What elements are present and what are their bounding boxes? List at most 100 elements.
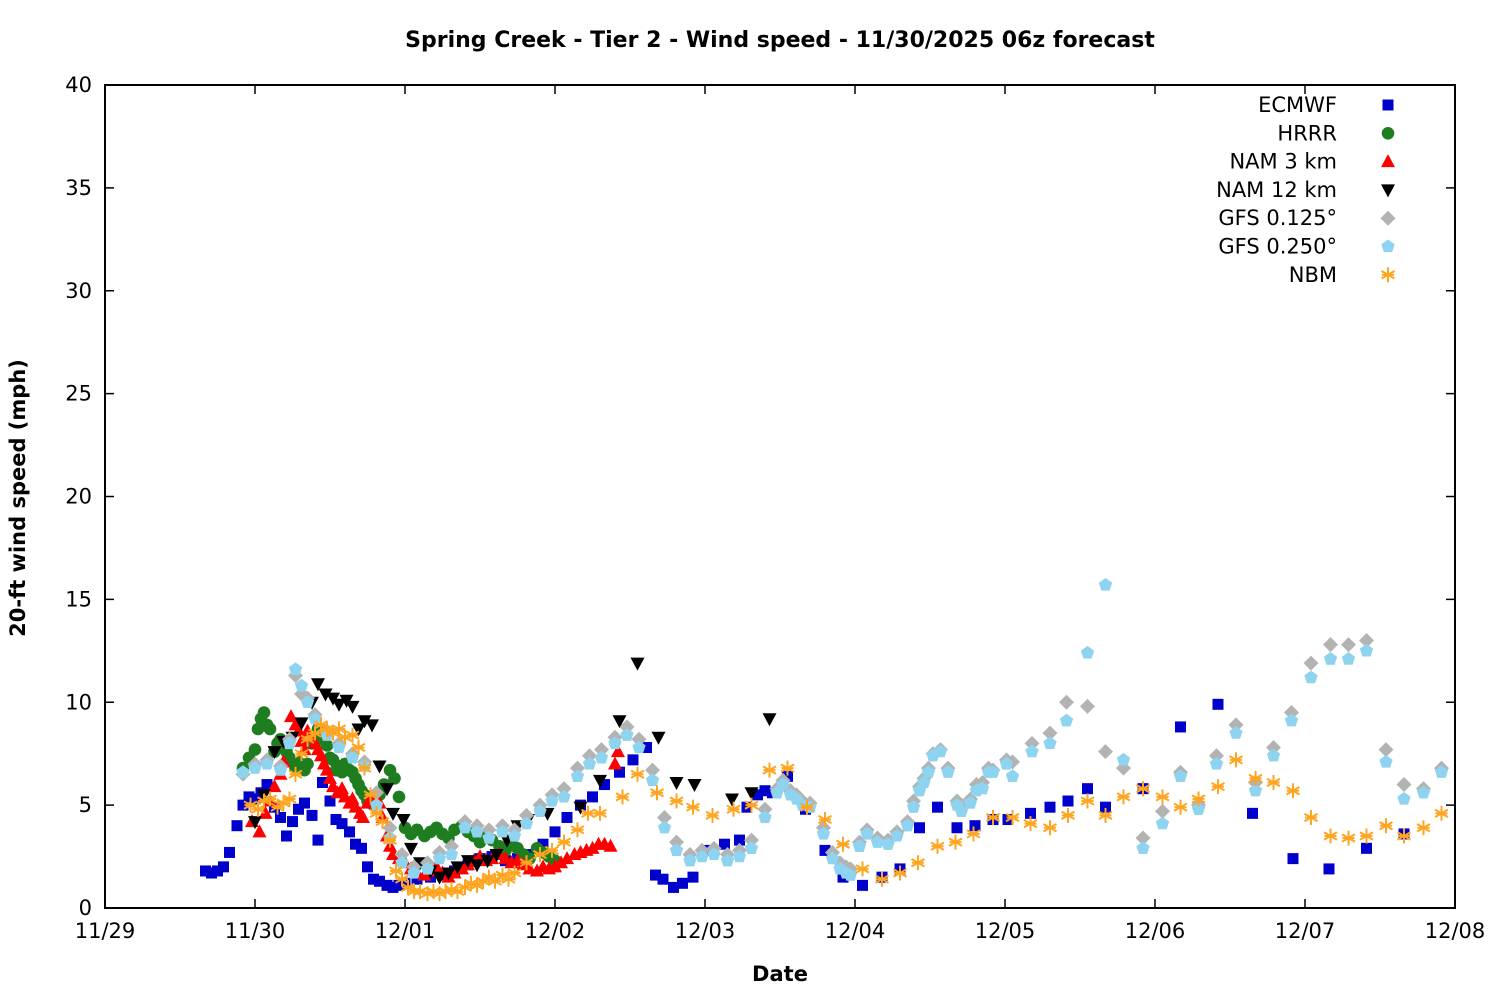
data-point bbox=[530, 863, 544, 877]
data-point bbox=[668, 881, 679, 893]
data-point bbox=[420, 861, 435, 875]
data-point bbox=[470, 859, 484, 873]
data-point bbox=[481, 822, 497, 838]
data-point bbox=[1229, 726, 1243, 739]
data-point bbox=[1155, 816, 1170, 830]
y-tick-label: 10 bbox=[65, 690, 92, 714]
y-tick-label: 30 bbox=[65, 279, 92, 303]
data-point bbox=[954, 804, 969, 817]
data-point bbox=[231, 820, 243, 832]
data-point bbox=[388, 772, 401, 785]
data-point bbox=[687, 871, 699, 883]
data-point bbox=[650, 869, 661, 881]
data-point bbox=[330, 814, 342, 826]
data-point bbox=[362, 861, 373, 873]
x-tick-label: 12/06 bbox=[1125, 919, 1186, 943]
data-point bbox=[1284, 713, 1299, 727]
data-point bbox=[752, 789, 763, 801]
x-tick-label: 11/30 bbox=[225, 919, 286, 943]
data-point bbox=[396, 814, 411, 828]
data-point bbox=[669, 776, 684, 790]
y-tick-label: 35 bbox=[65, 176, 92, 200]
data-point bbox=[1284, 705, 1299, 721]
data-point bbox=[350, 838, 361, 850]
data-point bbox=[519, 816, 534, 830]
data-point bbox=[951, 822, 963, 834]
data-point bbox=[585, 840, 600, 854]
data-point bbox=[1173, 769, 1188, 782]
data-point bbox=[386, 807, 400, 821]
data-point bbox=[556, 781, 572, 797]
data-point bbox=[1323, 863, 1335, 875]
data-point bbox=[320, 739, 334, 752]
data-point bbox=[758, 810, 772, 824]
data-point bbox=[369, 798, 384, 811]
data-point bbox=[206, 867, 217, 879]
data-point bbox=[1082, 783, 1093, 795]
data-point bbox=[1248, 783, 1263, 797]
data-point bbox=[380, 783, 394, 797]
data-point bbox=[645, 762, 660, 778]
data-point bbox=[252, 824, 267, 838]
data-point bbox=[762, 713, 777, 727]
data-point bbox=[432, 851, 447, 865]
data-point bbox=[1059, 713, 1074, 727]
data-point bbox=[372, 760, 387, 774]
y-tick-label: 15 bbox=[65, 587, 92, 611]
data-point bbox=[1100, 801, 1111, 813]
data-point bbox=[657, 820, 672, 834]
data-point bbox=[365, 719, 379, 733]
data-point bbox=[627, 754, 639, 766]
data-point bbox=[986, 765, 1000, 778]
data-point bbox=[1005, 769, 1020, 782]
data-point bbox=[1043, 736, 1057, 750]
data-point bbox=[619, 719, 635, 735]
data-point bbox=[312, 834, 324, 846]
data-point bbox=[1044, 801, 1056, 813]
data-point bbox=[311, 678, 325, 692]
x-tick-label: 12/08 bbox=[1425, 919, 1486, 943]
data-point bbox=[603, 838, 618, 852]
y-tick-label: 5 bbox=[79, 793, 92, 817]
data-point bbox=[594, 750, 609, 764]
data-point bbox=[1359, 633, 1374, 649]
data-point bbox=[1266, 748, 1281, 762]
data-point bbox=[594, 742, 609, 758]
data-point bbox=[570, 760, 585, 776]
data-point bbox=[288, 662, 303, 675]
data-point bbox=[444, 838, 459, 854]
x-tick-label: 11/29 bbox=[75, 919, 136, 943]
data-point bbox=[261, 779, 273, 791]
data-point bbox=[1382, 99, 1394, 111]
data-point bbox=[1080, 698, 1095, 714]
data-point bbox=[549, 826, 561, 838]
data-point bbox=[248, 743, 262, 756]
y-tick-label: 40 bbox=[65, 73, 92, 97]
data-point bbox=[1136, 841, 1150, 854]
data-point bbox=[759, 785, 771, 797]
data-point bbox=[387, 881, 399, 893]
data-point bbox=[1059, 694, 1074, 710]
data-point bbox=[1098, 744, 1113, 760]
data-point bbox=[1323, 652, 1338, 665]
data-point bbox=[374, 875, 385, 887]
data-point bbox=[1024, 735, 1040, 751]
series-hrrr bbox=[236, 706, 562, 867]
series-gfs-0-250- bbox=[236, 577, 1449, 881]
data-point bbox=[281, 830, 292, 842]
data-point bbox=[1191, 802, 1206, 815]
data-point bbox=[263, 722, 277, 736]
x-tick-label: 12/04 bbox=[825, 919, 886, 943]
data-point bbox=[399, 877, 411, 889]
data-point bbox=[707, 847, 721, 861]
data-point bbox=[267, 746, 282, 760]
data-point bbox=[507, 828, 522, 842]
data-point bbox=[394, 847, 410, 863]
data-point bbox=[356, 842, 367, 854]
data-point bbox=[275, 811, 286, 823]
data-point bbox=[890, 828, 904, 842]
data-point bbox=[257, 706, 271, 719]
data-point bbox=[533, 804, 547, 817]
data-point bbox=[776, 777, 790, 791]
